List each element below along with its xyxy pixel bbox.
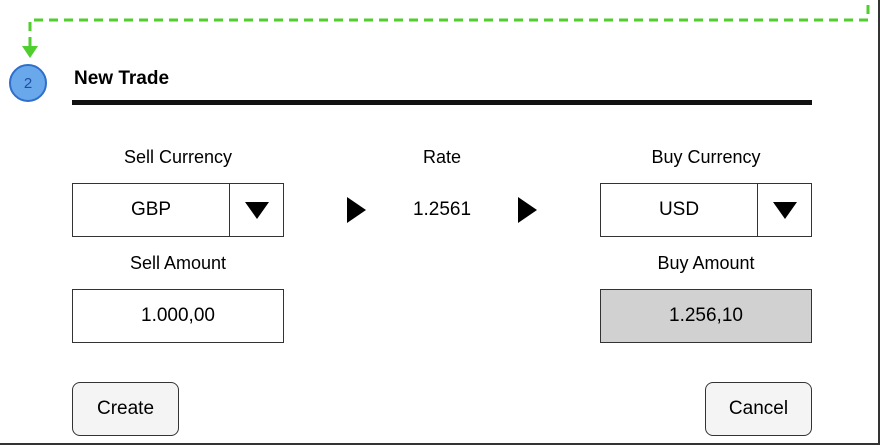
buy-currency-select[interactable]: USD	[600, 183, 812, 237]
sell-currency-label: Sell Currency	[123, 147, 233, 167]
step-number: 2	[23, 74, 33, 92]
connector-arrow-icon	[22, 46, 38, 58]
sell-currency-dropdown-button[interactable]	[229, 184, 283, 236]
sell-currency-value: GBP	[130, 199, 172, 220]
page-title: New Trade	[74, 68, 170, 89]
buy-currency-dropdown-button[interactable]	[757, 184, 811, 236]
flow-connector	[22, 5, 870, 58]
buy-amount-field: 1.256,10	[600, 289, 812, 343]
sell-amount-label: Sell Amount	[129, 253, 227, 273]
triangle-down-icon	[244, 201, 269, 219]
rate-label: Rate	[422, 147, 462, 167]
cancel-button[interactable]: Cancel	[705, 382, 812, 436]
buy-currency-value: USD	[658, 199, 700, 220]
create-button[interactable]: Create	[72, 382, 179, 436]
buy-currency-label: Buy Currency	[651, 147, 761, 167]
title-divider	[72, 100, 812, 105]
sell-amount-input[interactable]: 1.000,00	[72, 289, 284, 343]
step-badge: 2	[9, 64, 47, 102]
triangle-down-icon	[772, 201, 797, 219]
triangle-right-icon	[347, 197, 366, 223]
buy-amount-label: Buy Amount	[657, 253, 755, 273]
triangle-right-icon	[518, 197, 537, 223]
rate-value: 1.2561	[412, 199, 472, 220]
sell-currency-select[interactable]: GBP	[72, 183, 284, 237]
